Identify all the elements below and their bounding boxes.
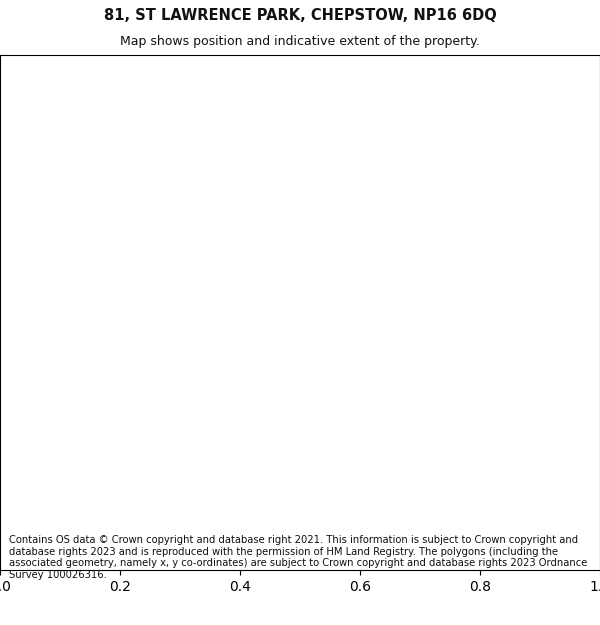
Polygon shape	[80, 360, 145, 425]
Circle shape	[169, 403, 197, 431]
Polygon shape	[3, 350, 85, 410]
Polygon shape	[78, 445, 148, 510]
Polygon shape	[530, 335, 600, 410]
Text: Map shows position and indicative extent of the property.: Map shows position and indicative extent…	[120, 35, 480, 48]
Polygon shape	[340, 60, 415, 130]
Polygon shape	[490, 500, 580, 535]
Polygon shape	[5, 150, 75, 210]
Polygon shape	[220, 150, 305, 225]
Polygon shape	[415, 125, 498, 205]
Polygon shape	[10, 63, 95, 135]
Polygon shape	[5, 250, 90, 320]
Polygon shape	[182, 505, 268, 535]
Polygon shape	[325, 130, 415, 215]
Polygon shape	[95, 145, 175, 220]
Polygon shape	[480, 63, 558, 133]
Text: 81, ST LAWRENCE PARK, CHEPSTOW, NP16 6DQ: 81, ST LAWRENCE PARK, CHEPSTOW, NP16 6DQ	[104, 8, 496, 23]
Polygon shape	[3, 470, 75, 533]
Polygon shape	[490, 427, 578, 497]
Polygon shape	[193, 323, 435, 460]
Text: ~21.2m: ~21.2m	[125, 374, 137, 424]
Text: Contains OS data © Crown copyright and database right 2021. This information is : Contains OS data © Crown copyright and d…	[9, 535, 587, 580]
Text: ~406m²/~0.100ac.: ~406m²/~0.100ac.	[190, 260, 391, 280]
Polygon shape	[520, 240, 600, 320]
Text: ~30.6m: ~30.6m	[289, 511, 339, 524]
Polygon shape	[480, 153, 558, 217]
Polygon shape	[390, 510, 480, 535]
Polygon shape	[213, 70, 295, 143]
Polygon shape	[87, 490, 165, 535]
Polygon shape	[98, 60, 175, 120]
Polygon shape	[390, 447, 478, 510]
Text: 81: 81	[310, 390, 349, 418]
